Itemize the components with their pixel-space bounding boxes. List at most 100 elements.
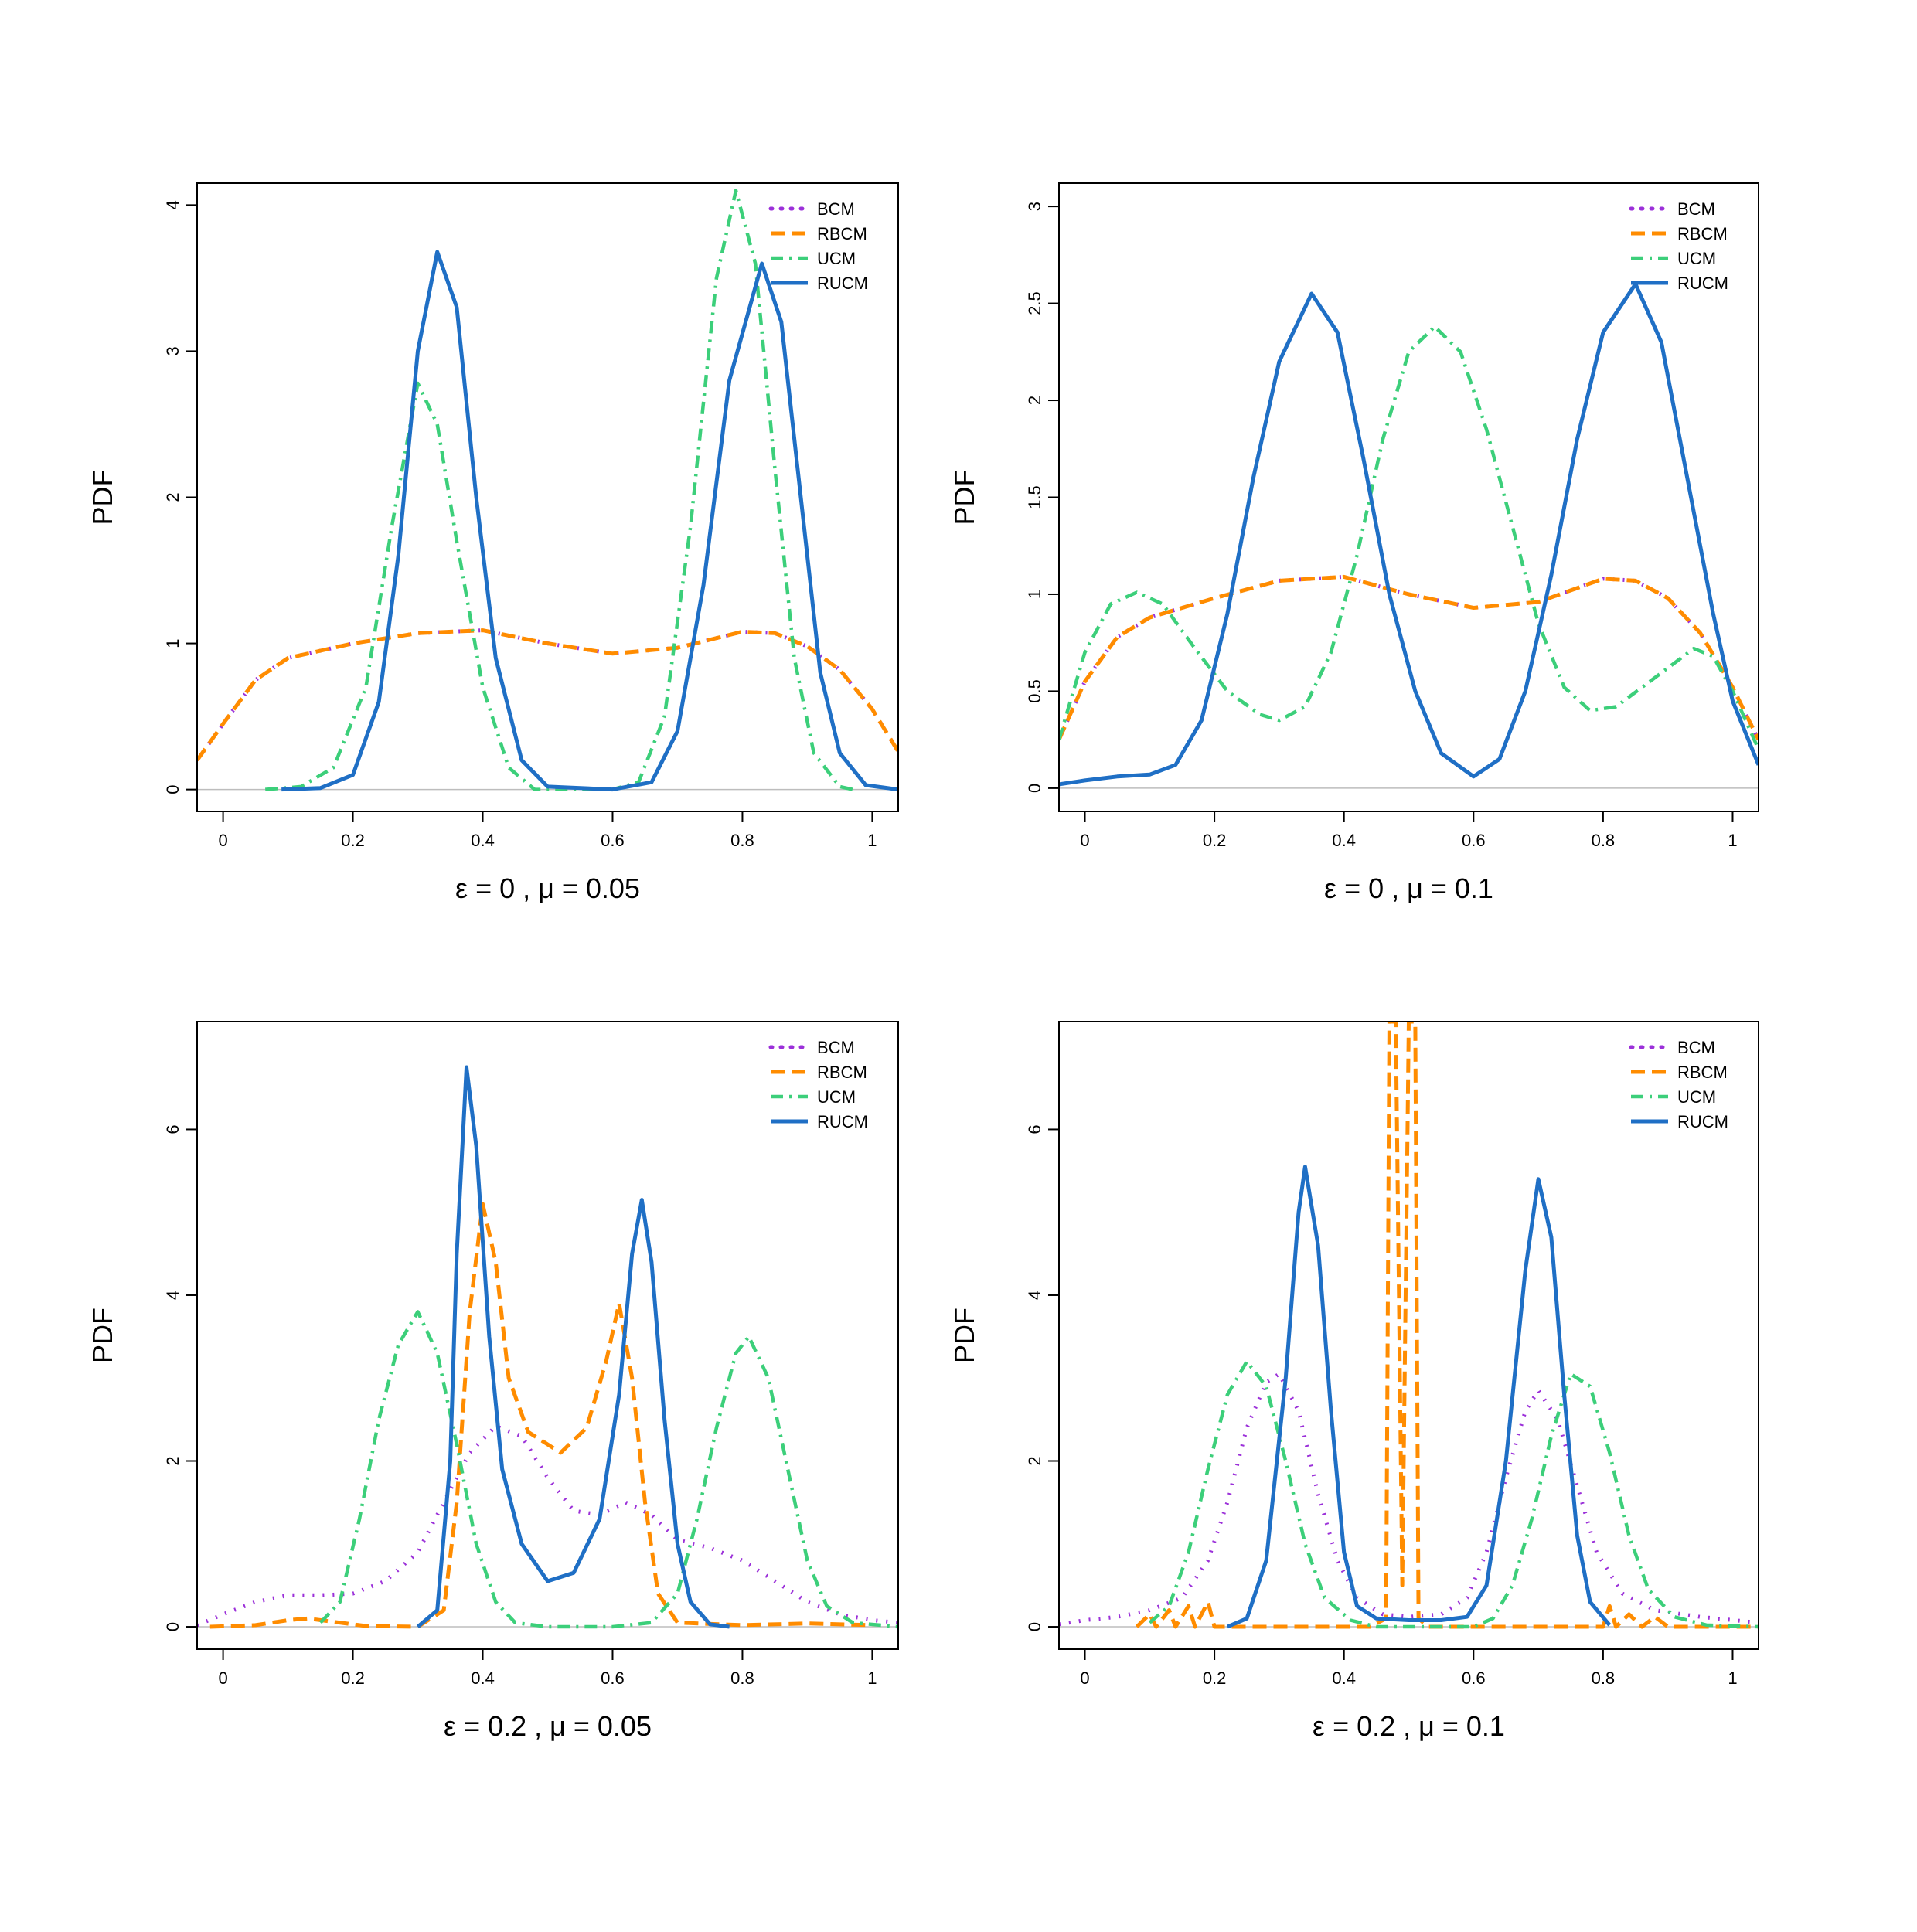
series-line-bcm [197, 628, 898, 762]
panel-caption: ε = 0.2 , μ = 0.1 [1313, 1710, 1505, 1742]
y-tick-label: 6 [163, 1124, 182, 1134]
panel-4: 0 0.2 0.4 0.6 0.8 1 0 2 4 6 PDF ε = 0.2 , μ = 0.1 BC… [948, 1021, 1759, 1742]
series-group [197, 1065, 898, 1629]
x-tick-label: 0.4 [471, 831, 495, 850]
x-tick-label: 1 [1728, 1668, 1737, 1688]
y-tick-label: 0.5 [1025, 679, 1044, 703]
y-tick-label: 1 [1025, 590, 1044, 599]
x-tick-label: 0.4 [471, 1668, 495, 1688]
x-tick-label: 1 [867, 831, 877, 850]
panel-1: 0 0.2 0.4 0.6 0.8 1 0 1 2 3 4 PDF ε = 0 , μ = 0.05 BC… [87, 182, 899, 904]
panel-caption: ε = 0 , μ = 0.1 [1324, 872, 1493, 904]
legend-label-rucm: RUCM [817, 274, 868, 293]
y-tick-label: 6 [1025, 1124, 1044, 1134]
legend-label-rbcm: RBCM [1677, 224, 1728, 243]
y-tick-label: 3 [1025, 202, 1044, 211]
y-tick-label: 2 [163, 492, 182, 502]
legend: BCM RBCM UCM RUCM [1629, 199, 1728, 293]
x-tick-label: 0.2 [1203, 1668, 1227, 1688]
x-tick-label: 1 [867, 1668, 877, 1688]
legend-label-bcm: BCM [1677, 199, 1715, 219]
x-tick-label: 0.6 [1462, 1668, 1486, 1688]
panel-3: 0 0.2 0.4 0.6 0.8 1 0 2 4 6 PDF ε = 0.2 , μ = 0.05 B… [87, 1021, 899, 1742]
series-line-ucm [1148, 1359, 1759, 1629]
y-tick-label: 4 [163, 200, 182, 209]
legend-label-bcm: BCM [817, 199, 855, 219]
series-line-rucm [1059, 282, 1759, 787]
legend-label-rucm: RUCM [817, 1112, 868, 1131]
y-axis-label: PDF [948, 470, 980, 526]
x-tick-label: 0 [1080, 831, 1089, 850]
legend-label-rbcm: RBCM [817, 1063, 867, 1082]
y-tick-label: 0 [1025, 784, 1044, 793]
x-tick-label: 0.8 [730, 1668, 754, 1688]
plot-frame [1058, 1021, 1759, 1650]
legend: BCM RBCM UCM RUCM [768, 199, 868, 293]
panel-2: 0 0.2 0.4 0.6 0.8 1 0 0.5 1 1.5 2 2.5 3 PDF ε = 0 , μ … [948, 182, 1759, 904]
plot-frame [1058, 182, 1759, 812]
plot-frame [196, 182, 899, 812]
x-tick-label: 0.6 [601, 1668, 625, 1688]
panel-caption: ε = 0.2 , μ = 0.05 [444, 1710, 652, 1742]
y-tick-label: 2.5 [1025, 291, 1044, 315]
y-tick-label: 0 [163, 1622, 182, 1631]
x-tick-label: 0.4 [1332, 1668, 1356, 1688]
x-tick-label: 0 [1080, 1668, 1089, 1688]
legend-label-bcm: BCM [1677, 1038, 1715, 1057]
legend-label-bcm: BCM [817, 1038, 855, 1057]
x-tick-label: 0.4 [1332, 831, 1356, 850]
series-line-rucm [281, 250, 898, 792]
y-tick-label: 0 [1025, 1622, 1044, 1631]
series-line-rbcm [209, 1202, 873, 1629]
series-line-rucm [1226, 1165, 1612, 1629]
y-tick-label: 3 [163, 346, 182, 355]
panel-caption: ε = 0 , μ = 0.05 [455, 872, 640, 904]
series-line-rucm [416, 1065, 730, 1629]
series-line-bcm [197, 1424, 898, 1628]
legend-label-ucm: UCM [1677, 1087, 1716, 1107]
legend-label-ucm: UCM [817, 1087, 856, 1107]
series-group [197, 189, 898, 792]
legend-label-rucm: RUCM [1677, 274, 1728, 293]
y-tick-label: 2 [163, 1456, 182, 1465]
series-line-rbcm [1135, 1022, 1759, 1629]
y-tick-label: 0 [163, 785, 182, 794]
y-tick-label: 4 [163, 1291, 182, 1300]
x-tick-label: 0.6 [601, 831, 625, 850]
legend-label-rucm: RUCM [1677, 1112, 1728, 1131]
series-line-rbcm [1059, 574, 1759, 741]
x-tick-label: 0.8 [1592, 831, 1616, 850]
legend-label-ucm: UCM [817, 249, 856, 268]
series-line-bcm [1059, 574, 1759, 741]
series-group [1059, 282, 1759, 787]
y-tick-label: 4 [1025, 1291, 1044, 1300]
series-line-ucm [1059, 325, 1759, 750]
x-tick-label: 0.8 [1592, 1668, 1616, 1688]
y-tick-label: 2 [1025, 396, 1044, 405]
x-tick-label: 0.2 [1203, 831, 1227, 850]
x-tick-label: 0.2 [341, 831, 365, 850]
x-tick-label: 0.8 [730, 831, 754, 850]
legend: BCM RBCM UCM RUCM [1629, 1038, 1728, 1131]
y-axis-label: PDF [87, 470, 118, 526]
legend: BCM RBCM UCM RUCM [768, 1038, 868, 1131]
legend-label-rbcm: RBCM [817, 224, 867, 243]
series-line-bcm [1059, 1372, 1759, 1627]
x-tick-label: 1 [1728, 831, 1737, 850]
series-line-rbcm [197, 628, 898, 762]
series-line-ucm [265, 189, 853, 791]
plot-frame [196, 1021, 899, 1650]
y-tick-label: 1 [163, 638, 182, 648]
y-tick-label: 1.5 [1025, 485, 1044, 509]
series-group [1059, 1022, 1759, 1629]
series-line-ucm [318, 1310, 898, 1629]
legend-label-ucm: UCM [1677, 249, 1716, 268]
y-axis-label: PDF [948, 1308, 980, 1363]
y-tick-label: 2 [1025, 1456, 1044, 1465]
x-tick-label: 0 [218, 831, 227, 850]
y-axis-label: PDF [87, 1308, 118, 1363]
x-tick-label: 0.6 [1462, 831, 1486, 850]
legend-label-rbcm: RBCM [1677, 1063, 1728, 1082]
x-tick-label: 0 [218, 1668, 227, 1688]
